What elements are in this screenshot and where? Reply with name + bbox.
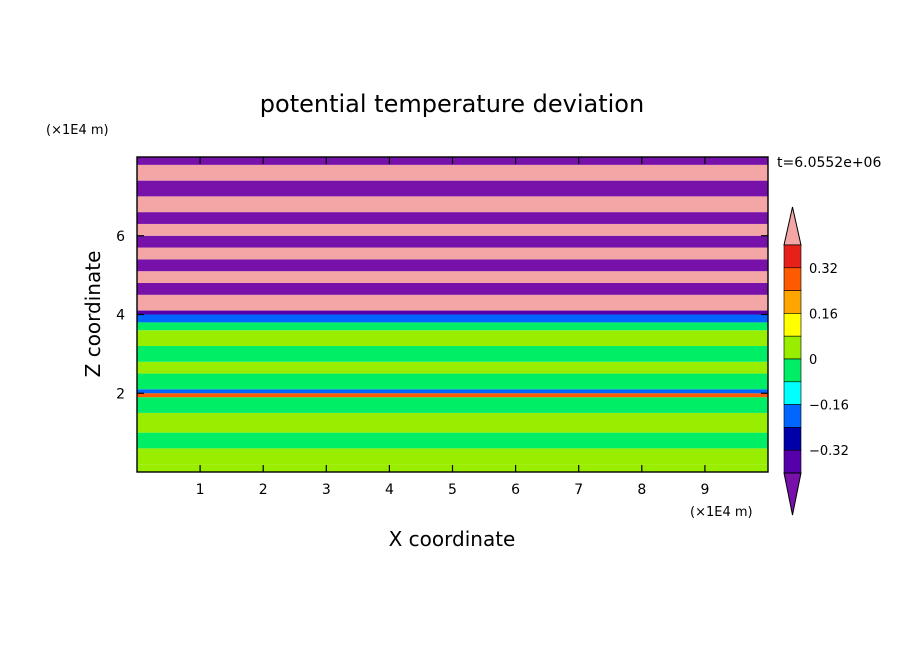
x-axis: 1 2 3 4 5 6 7 8 9 <box>196 157 709 498</box>
contour-band <box>137 389 768 394</box>
x-tick-label: 7 <box>574 482 583 498</box>
colorbar-tick-label: −0.32 <box>809 444 849 459</box>
y-axis-label: Z coordinate <box>81 251 105 378</box>
contour-band <box>137 448 768 465</box>
colorbar: 0.32 0.16 0 −0.16 −0.32 <box>783 206 849 516</box>
contour-plot <box>137 157 768 472</box>
contour-band <box>137 346 768 362</box>
colorbar-bin <box>783 427 802 451</box>
colorbar-bin <box>783 313 802 337</box>
colorbar-bin <box>783 244 802 269</box>
x-tick-label: 6 <box>511 482 520 498</box>
contour-band <box>137 180 768 197</box>
x-tick-label: 5 <box>448 482 457 498</box>
colorbar-tick-label: 0 <box>809 353 817 368</box>
contour-band <box>137 397 768 413</box>
x-tick-label: 1 <box>196 482 205 498</box>
contour-band <box>137 223 768 236</box>
y-unit-label: (×1E4 m) <box>46 123 109 138</box>
contour-band <box>137 294 768 311</box>
colorbar-tick-label: 0.16 <box>809 307 838 322</box>
colorbar-top-arrow <box>783 206 802 246</box>
contour-band <box>137 259 768 272</box>
y-axis: 2 4 6 <box>116 229 768 402</box>
contour-band <box>137 373 768 390</box>
colorbar-bin <box>783 381 802 405</box>
chart-title: potential temperature deviation <box>260 90 644 118</box>
x-tick-label: 3 <box>322 482 331 498</box>
colorbar-bottom-arrow <box>783 472 802 516</box>
y-tick-label: 4 <box>116 308 125 324</box>
contour-band <box>137 235 768 248</box>
contour-band <box>137 283 768 295</box>
colorbar-bin <box>783 404 802 428</box>
colorbar-bin <box>783 290 802 314</box>
contour-band <box>137 271 768 283</box>
colorbar-bin <box>783 335 802 360</box>
y-tick-label: 6 <box>116 229 125 245</box>
x-tick-label: 8 <box>637 482 646 498</box>
contour-band <box>137 330 768 346</box>
time-label: t=6.0552e+06 <box>777 155 881 171</box>
x-tick-label: 4 <box>385 482 394 498</box>
contour-band <box>137 393 768 398</box>
y-tick-label: 2 <box>116 386 125 402</box>
x-tick-label: 2 <box>259 482 268 498</box>
colorbar-bin <box>783 358 802 383</box>
contour-band <box>137 412 768 433</box>
colorbar-tick-label: −0.16 <box>809 399 849 414</box>
contour-band <box>137 247 768 260</box>
colorbar-tick-label: 0.32 <box>809 262 838 277</box>
contour-band <box>137 322 768 331</box>
contour-band <box>137 164 768 181</box>
contour-band <box>137 361 768 374</box>
x-unit-label: (×1E4 m) <box>690 505 753 520</box>
contour-band <box>137 196 768 213</box>
contour-band <box>137 314 768 323</box>
colorbar-bin <box>783 449 802 474</box>
contour-band <box>137 310 768 315</box>
contour-band <box>137 432 768 449</box>
x-axis-label: X coordinate <box>389 527 516 551</box>
contour-band <box>137 212 768 224</box>
x-tick-label: 9 <box>700 482 709 498</box>
colorbar-bin <box>783 267 802 291</box>
